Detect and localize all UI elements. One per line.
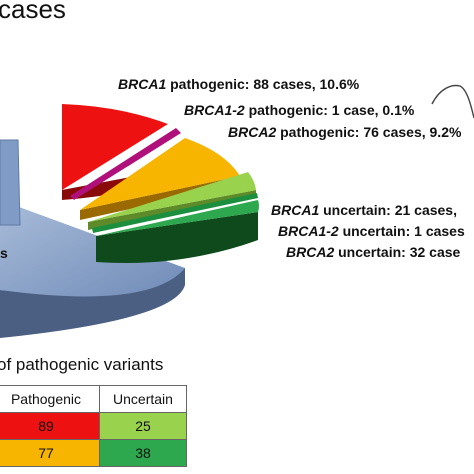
pie-slice-brca1-2-uncertain xyxy=(92,193,258,233)
label-brca1-uncertain: BRCA1 uncertain: 21 cases, xyxy=(271,202,457,218)
remainder-label: s xyxy=(0,245,8,261)
cell-uncertain: 38 xyxy=(99,439,187,467)
pie-slice-brca2-uncertain-side xyxy=(96,212,258,264)
label-brca2-uncertain: BRCA2 uncertain: 32 case xyxy=(286,244,461,260)
table-row: 77 38 xyxy=(0,439,187,467)
chart-title: cases xyxy=(0,0,66,24)
variants-table: Pathogenic Uncertain 89 25 77 38 xyxy=(0,385,187,467)
label-brca1-2-uncertain: BRCA1-2 uncertain: 1 cases xyxy=(278,223,465,239)
label-brca1-pathogenic: BRCA1 pathogenic: 88 cases, 10.6% xyxy=(118,76,360,92)
pie-slice-brca2-pathogenic xyxy=(80,138,240,210)
header-pathogenic: Pathogenic xyxy=(0,385,100,413)
cell-pathogenic: 77 xyxy=(0,439,100,467)
cell-uncertain: 25 xyxy=(99,412,187,440)
table-subtitle: of pathogenic variants xyxy=(0,355,164,374)
pie-slice-remainder xyxy=(0,200,185,297)
pie-slice-remainder-top xyxy=(0,139,21,226)
header-uncertain: Uncertain xyxy=(99,385,187,413)
label-brca1-2-pathogenic: BRCA1-2 pathogenic: 1 case, 0.1% xyxy=(184,102,415,118)
table-header-row: Pathogenic Uncertain xyxy=(0,385,187,413)
pie-slice-brca1-2-pathogenic xyxy=(70,128,181,200)
pie-slice-brca2-uncertain xyxy=(96,200,259,236)
label-brca2-pathogenic: BRCA2 pathogenic: 76 cases, 9.2% xyxy=(228,124,462,140)
cell-pathogenic: 89 xyxy=(0,412,100,440)
pie-slice-brca1-pathogenic xyxy=(62,104,168,190)
pie-slice-brca1-uncertain xyxy=(88,172,256,222)
decorative-curve xyxy=(431,84,474,119)
table-row: 89 25 xyxy=(0,412,187,440)
